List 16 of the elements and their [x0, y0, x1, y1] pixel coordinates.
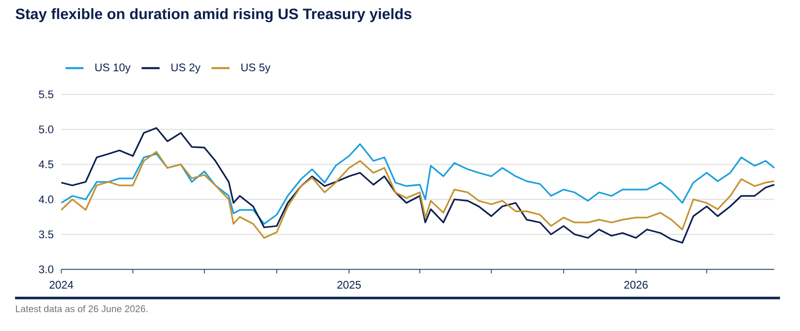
legend-label: US 10y [95, 64, 131, 74]
y-tick-label: 5.5 [38, 90, 54, 98]
x-tick-label: 2025 [337, 280, 361, 289]
x-tick-label: 2026 [624, 280, 648, 289]
line-series [60, 150, 776, 239]
y-tick-label: 4.0 [38, 196, 54, 204]
chart-title: Stay flexible on duration amid rising US Treasury yields [16, 8, 412, 22]
legend-label: US 5y [241, 64, 270, 74]
x-tick-label: 2024 [50, 280, 74, 289]
y-tick-label: 4.5 [38, 160, 54, 168]
text: Latest data as of 26 June 2026. [16, 305, 148, 312]
legend-label: US 2y [171, 64, 201, 74]
line-series [60, 127, 776, 244]
y-tick-label: 3.0 [38, 266, 54, 274]
y-tick-label: 3.5 [38, 230, 54, 238]
y-tick-label: 5.0 [38, 126, 54, 134]
